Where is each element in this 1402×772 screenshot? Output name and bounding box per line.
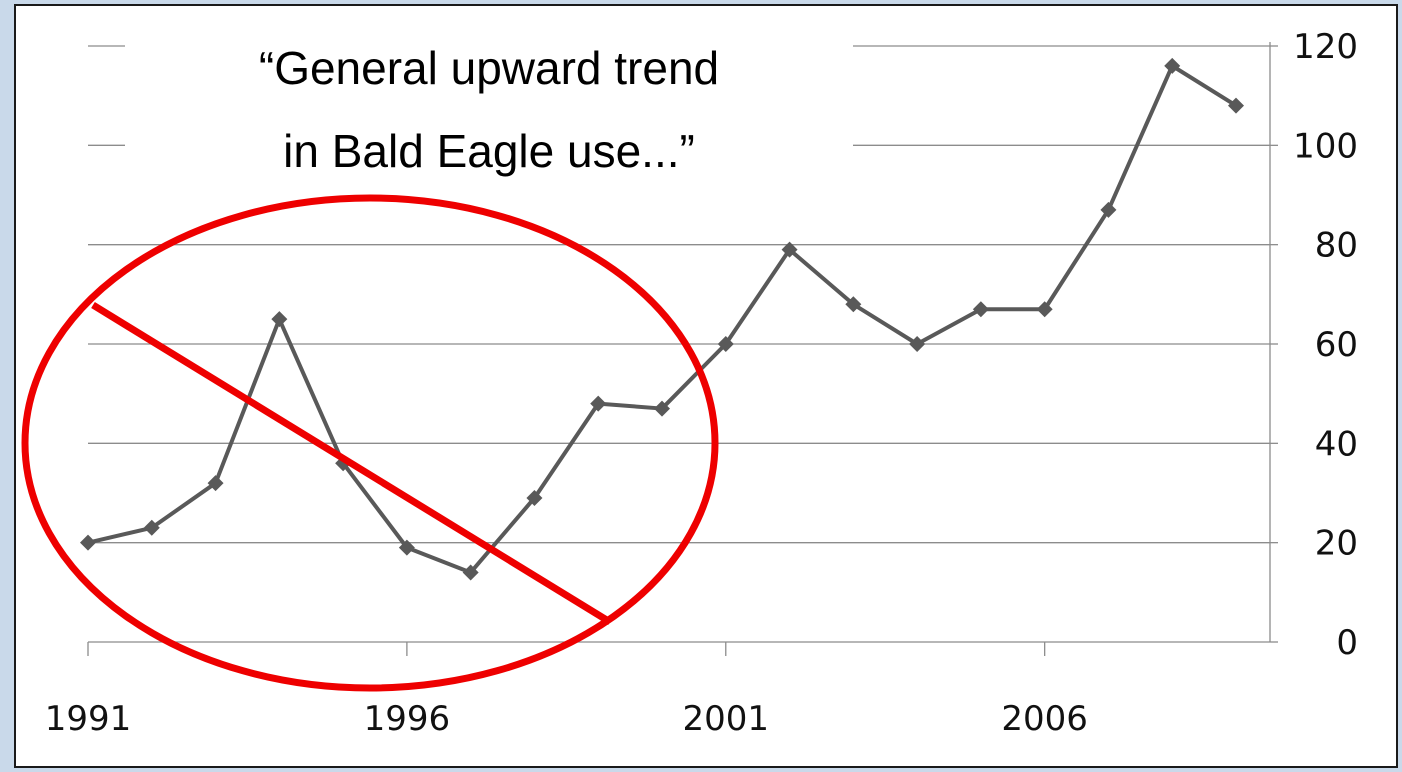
y-tick-labels: 0 20 40 60 80 100 120 xyxy=(1293,27,1358,663)
data-point-1999 xyxy=(590,395,607,412)
data-point-2007 xyxy=(1100,201,1117,218)
data-point-2006 xyxy=(1036,301,1053,318)
caption-backing xyxy=(125,22,853,200)
data-point-2004 xyxy=(909,336,926,352)
data-point-2000 xyxy=(654,400,670,417)
data-point-1992 xyxy=(143,519,160,536)
x-tick-label-2001: 2001 xyxy=(683,699,770,739)
annotation-line-2: in Bald Eagle use...” xyxy=(283,125,695,177)
y-tick-label-100: 100 xyxy=(1293,126,1358,166)
y-tick-label-40: 40 xyxy=(1315,424,1358,464)
y-tick-label-80: 80 xyxy=(1315,226,1358,266)
data-point-1997 xyxy=(462,564,479,581)
data-point-1996 xyxy=(398,539,415,556)
data-point-1998 xyxy=(526,489,543,506)
x-tick-labels: 1991 1996 2001 2006 xyxy=(45,699,1088,739)
data-point-1993 xyxy=(207,475,224,492)
y-tick-label-120: 120 xyxy=(1293,27,1358,67)
red-circle-annotation xyxy=(21,194,719,692)
data-point-2008 xyxy=(1164,57,1181,74)
x-tick-label-1996: 1996 xyxy=(364,699,451,739)
y-tick-label-60: 60 xyxy=(1315,325,1358,365)
data-point-1994 xyxy=(271,311,288,328)
data-point-2001 xyxy=(717,336,734,352)
y-tick-label-0: 0 xyxy=(1336,623,1358,663)
annotation-line-1: “General upward trend xyxy=(259,42,719,94)
x-tick-label-2006: 2006 xyxy=(1001,699,1088,739)
data-point-2003 xyxy=(845,296,862,313)
data-point-1991 xyxy=(80,534,96,551)
red-strike-annotation xyxy=(91,302,612,625)
y-tick-label-20: 20 xyxy=(1315,524,1358,564)
data-point-2002 xyxy=(781,241,798,258)
x-tick-label-1991: 1991 xyxy=(45,699,132,739)
data-point-2005 xyxy=(972,301,989,318)
data-point-2009 xyxy=(1228,97,1244,114)
series xyxy=(80,57,1244,581)
axes xyxy=(87,42,1278,656)
